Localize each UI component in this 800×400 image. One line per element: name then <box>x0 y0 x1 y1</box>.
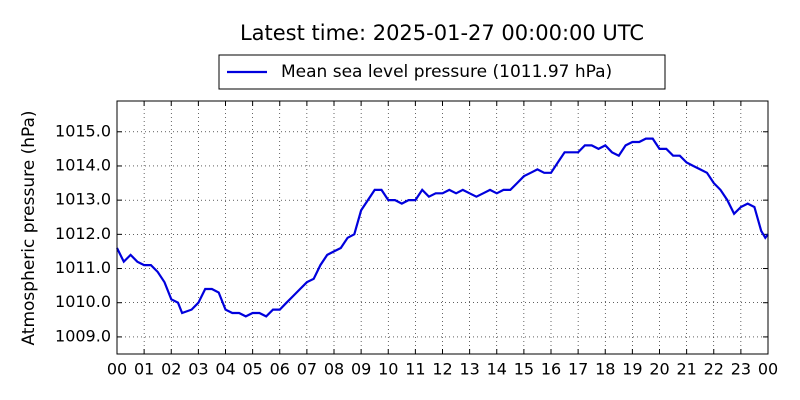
x-tick-label: 10 <box>378 360 398 379</box>
y-tick-label: 1012.0 <box>55 224 111 243</box>
x-tick-label: 17 <box>568 360 588 379</box>
x-tick-label: 09 <box>351 360 371 379</box>
x-tick-label: 20 <box>649 360 669 379</box>
y-tick-label: 1013.0 <box>55 190 111 209</box>
x-tick-label: 22 <box>704 360 724 379</box>
plot-frame <box>116 100 769 355</box>
legend-label: Mean sea level pressure (1011.97 hPa) <box>281 62 612 82</box>
x-tick-label: 06 <box>270 360 290 379</box>
x-tick-label: 02 <box>161 360 181 379</box>
x-tick-label: 11 <box>405 360 425 379</box>
y-axis-label: Atmospheric pressure (hPa) <box>19 110 39 345</box>
x-tick-label: 01 <box>134 360 154 379</box>
chart-title: Latest time: 2025-01-27 00:00:00 UTC <box>240 21 644 45</box>
line <box>116 137 769 318</box>
x-tick-label: 18 <box>595 360 615 379</box>
x-tick-label: 00 <box>758 360 778 379</box>
x-tick-label: 23 <box>731 360 751 379</box>
y-tick-label: 1009.0 <box>55 326 111 345</box>
x-tick-label: 14 <box>487 360 507 379</box>
y-tick-label: 1014.0 <box>55 155 111 174</box>
y-tick-label: 1015.0 <box>55 121 111 140</box>
legend-box <box>218 54 666 90</box>
x-tick-label: 12 <box>432 360 452 379</box>
x-tick-label: 05 <box>242 360 262 379</box>
y-tick-label: 1010.0 <box>55 292 111 311</box>
x-tick-label: 03 <box>188 360 208 379</box>
x-tick-label: 19 <box>622 360 642 379</box>
x-tick-label: 08 <box>324 360 344 379</box>
x-tick-label: 04 <box>215 360 235 379</box>
x-tick-label: 00 <box>107 360 127 379</box>
y-tick-label: 1011.0 <box>55 258 111 277</box>
x-tick-label: 13 <box>459 360 479 379</box>
x-tick-label: 15 <box>514 360 534 379</box>
x-tick-label: 21 <box>676 360 696 379</box>
x-tick-label: 07 <box>297 360 317 379</box>
x-tick-label: 16 <box>541 360 561 379</box>
